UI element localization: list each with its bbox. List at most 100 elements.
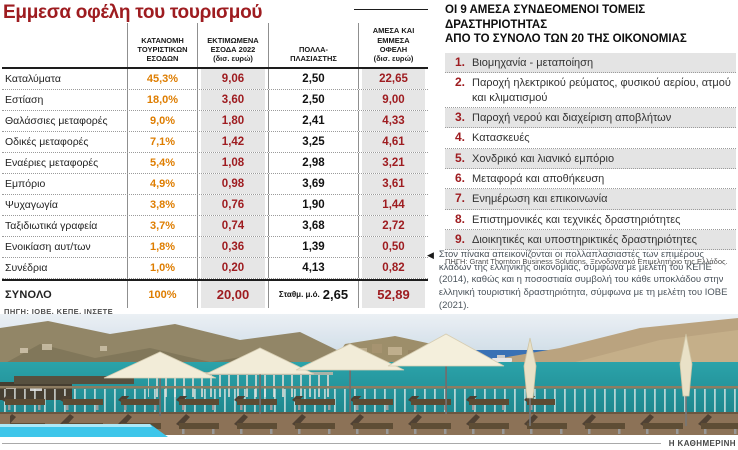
table-row: Εμπόριο 4,9% 0,98 3,69 3,61 — [2, 174, 428, 195]
table-row: Θαλάσσιες μεταφορές 9,0% 1,80 2,41 4,33 — [2, 111, 428, 132]
row-share: 18,0% — [127, 90, 197, 110]
total-revenue-value: 20,00 — [201, 281, 265, 308]
table-total-row: ΣΥΝΟΛΟ 100% 20,00 Σταθμ. μ.ό. 2,65 52,89 — [2, 279, 428, 308]
row-revenue: 1,80 — [197, 111, 268, 131]
item-label: Επιστημονικές και τεχνικές δραστηριότητε… — [472, 213, 681, 226]
row-multiplier: 3,68 — [268, 216, 358, 236]
header-line: (δισ. ευρώ) — [213, 53, 253, 63]
row-multiplier: 1,39 — [268, 237, 358, 257]
row-revenue: 0,76 — [197, 195, 268, 215]
sectors-title-line1: ΟΙ 9 ΑΜΕΣΑ ΣΥΝΔΕΟΜΕΝΟΙ ΤΟΜΕΙΣ ΔΡΑΣΤΗΡΙΟΤ… — [445, 4, 646, 31]
annotation-note: ◀ Στον πίνακα απεικονίζονται οι πολλαπλα… — [427, 249, 736, 312]
table-row: Καταλύματα 45,3% 9,06 2,50 22,65 — [2, 69, 428, 90]
row-label: Εναέριες μεταφορές — [5, 157, 99, 169]
item-number: 5. — [454, 150, 465, 165]
row-label: Ψυχαγωγία — [5, 199, 58, 211]
tourism-benefits-table: ΚΑΤΑΝΟΜΗ ΤΟΥΡΙΣΤΙΚΩΝ ΕΣΟΔΩΝ ΕΚΤΙΜΩΜΕΝΑ Ε… — [2, 23, 428, 308]
row-benefits: 22,65 — [358, 69, 428, 89]
col-header-benefits: ΑΜΕΣΑ ΚΑΙ ΕΜΜΕΣΑ ΟΦΕΛΗ (δισ. ευρώ) — [358, 23, 428, 67]
total-benefits: 52,89 — [358, 281, 428, 308]
row-benefits-value: 22,65 — [362, 69, 425, 89]
table-row: Ψυχαγωγία 3,8% 0,76 1,90 1,44 — [2, 195, 428, 216]
row-revenue-value: 0,20 — [201, 258, 265, 278]
item-number: 9. — [454, 231, 465, 246]
row-share: 1,8% — [127, 237, 197, 257]
item-label: Παροχή ηλεκτρικού ρεύματος, φυσικού αερί… — [472, 77, 731, 104]
item-number: 3. — [454, 110, 465, 125]
footer-rule — [2, 443, 661, 444]
row-multiplier: 2,41 — [268, 111, 358, 131]
col-header-sector — [2, 23, 127, 67]
row-revenue: 1,08 — [197, 153, 268, 173]
row-label: Εστίαση — [5, 94, 44, 106]
row-revenue-value: 0,76 — [201, 195, 265, 215]
header-line: ΟΦΕΛΗ — [379, 44, 408, 54]
list-item: 4. Κατασκευές — [445, 128, 736, 149]
sectors-title: ΟΙ 9 ΑΜΕΣΑ ΣΥΝΔΕΟΜΕΝΟΙ ΤΟΜΕΙΣ ΔΡΑΣΤΗΡΙΟΤ… — [445, 3, 736, 47]
row-benefits: 9,00 — [358, 90, 428, 110]
header-line: (δισ. ευρώ) — [373, 53, 414, 63]
row-share: 3,7% — [127, 216, 197, 236]
row-benefits: 2,72 — [358, 216, 428, 236]
col-header-share: ΚΑΤΑΝΟΜΗ ΤΟΥΡΙΣΤΙΚΩΝ ΕΣΟΔΩΝ — [127, 23, 197, 67]
total-label: ΣΥΝΟΛΟ — [5, 288, 52, 301]
item-number: 1. — [454, 55, 465, 70]
item-number: 2. — [454, 75, 465, 90]
row-benefits: 4,33 — [358, 111, 428, 131]
sectors-source: ΠΗΓΗ: Grant Thornton Business Solutions,… — [445, 257, 728, 267]
row-label: Θαλάσσιες μεταφορές — [5, 115, 108, 127]
row-label: Συνέδρια — [5, 262, 48, 274]
row-share: 4,9% — [127, 174, 197, 194]
left-arrow-icon: ◀ — [427, 250, 434, 260]
list-item: 3. Παροχή νερού και διαχείριση αποβλήτων — [445, 108, 736, 129]
col-header-multiplier: ΠΟΛΛΑ- ΠΛΑΣΙΑΣΤΗΣ — [268, 23, 358, 67]
row-revenue: 0,74 — [197, 216, 268, 236]
row-share: 7,1% — [127, 132, 197, 152]
table-header-row: ΚΑΤΑΝΟΜΗ ΤΟΥΡΙΣΤΙΚΩΝ ΕΣΟΔΩΝ ΕΚΤΙΜΩΜΕΝΑ Ε… — [2, 23, 428, 69]
row-multiplier: 3,25 — [268, 132, 358, 152]
row-revenue: 3,60 — [197, 90, 268, 110]
row-benefits-value: 3,21 — [362, 153, 425, 173]
row-benefits-value: 3,61 — [362, 174, 425, 194]
header-line: ΕΣΟΔΑ 2022 — [210, 44, 256, 54]
list-item: 8. Επιστημονικές και τεχνικές δραστηριότ… — [445, 210, 736, 230]
row-revenue-value: 1,42 — [201, 132, 265, 152]
umbrella-open — [103, 333, 505, 416]
row-label: Οδικές μεταφορές — [5, 136, 89, 148]
row-revenue: 0,36 — [197, 237, 268, 257]
row-benefits: 0,82 — [358, 258, 428, 278]
row-benefits-value: 2,72 — [362, 216, 425, 236]
item-label: Μεταφορά και αποθήκευση — [472, 172, 605, 185]
table-source: ΠΗΓΗ: ΙΟΒΕ, ΚΕΠΕ, ΙΝΣΕΤΕ — [4, 307, 114, 316]
item-label: Κατασκευές — [472, 132, 530, 145]
table-row: Ταξιδιωτικά γραφεία 3,7% 0,74 3,68 2,72 — [2, 216, 428, 237]
header-line: ΠΛΑΣΙΑΣΤΗΣ — [290, 53, 337, 63]
sectors-panel: ΟΙ 9 ΑΜΕΣΑ ΣΥΝΔΕΟΜΕΝΟΙ ΤΟΜΕΙΣ ΔΡΑΣΤΗΡΙΟΤ… — [445, 3, 736, 266]
row-multiplier: 2,50 — [268, 90, 358, 110]
row-benefits-value: 1,44 — [362, 195, 425, 215]
row-revenue-value: 9,06 — [201, 69, 265, 89]
row-revenue-value: 0,98 — [201, 174, 265, 194]
row-revenue-value: 1,08 — [201, 153, 265, 173]
header-line: ΕΜΜΕΣΑ — [377, 35, 410, 45]
list-item: 7. Ενημέρωση και επικοινωνία — [445, 189, 736, 210]
row-multiplier: 2,50 — [268, 69, 358, 89]
list-item: 6. Μεταφορά και αποθήκευση — [445, 169, 736, 190]
list-item: 5. Χονδρικό και λιανικό εμπόριο — [445, 148, 736, 169]
row-revenue: 0,20 — [197, 258, 268, 278]
row-benefits-value: 4,61 — [362, 132, 425, 152]
row-benefits-value: 9,00 — [362, 90, 425, 110]
header-line: ΤΟΥΡΙΣΤΙΚΩΝ — [137, 44, 188, 54]
resort-photo — [0, 314, 738, 437]
row-label: Ταξιδιωτικά γραφεία — [5, 220, 98, 232]
table-row: Εστίαση 18,0% 3,60 2,50 9,00 — [2, 90, 428, 111]
item-number: 7. — [454, 191, 465, 206]
row-share: 1,0% — [127, 258, 197, 278]
row-benefits: 3,21 — [358, 153, 428, 173]
row-revenue-value: 1,80 — [201, 111, 265, 131]
row-multiplier: 2,98 — [268, 153, 358, 173]
row-multiplier: 4,13 — [268, 258, 358, 278]
table-row: Οδικές μεταφορές 7,1% 1,42 3,25 4,61 — [2, 132, 428, 153]
col-header-revenue: ΕΚΤΙΜΩΜΕΝΑ ΕΣΟΔΑ 2022 (δισ. ευρώ) — [197, 23, 268, 67]
row-revenue-value: 0,74 — [201, 216, 265, 236]
